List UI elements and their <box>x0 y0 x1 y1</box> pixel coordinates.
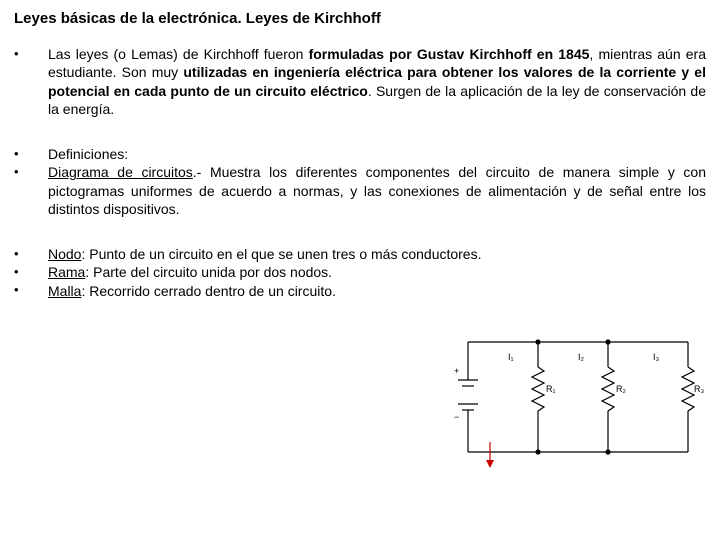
terms-block: • • • Nodo: Punto de un circuito en el q… <box>14 245 706 300</box>
plus-label: + <box>454 366 459 376</box>
malla-label: Malla <box>48 283 81 299</box>
minus-label: − <box>454 412 459 422</box>
r1-label: R₁ <box>546 384 556 394</box>
malla-text: : Recorrido cerrado dentro de un circuit… <box>81 283 335 299</box>
i2-label: I₂ <box>578 352 585 362</box>
terms-content: Nodo: Punto de un circuito en el que se … <box>48 245 706 300</box>
r2-label: R₂ <box>616 384 626 394</box>
page-title: Leyes básicas de la electrónica. Leyes d… <box>14 10 706 27</box>
defs-diagram: Diagrama de circuitos.- Muestra los dife… <box>48 164 706 217</box>
rama-label: Rama <box>48 264 85 280</box>
p1-bold1: formuladas por Gustav Kirchhoff en 1845 <box>309 46 590 62</box>
nodo-text: : Punto de un circuito en el que se unen… <box>81 246 481 262</box>
i3-label: I₃ <box>653 352 660 362</box>
r3-label: R₃ <box>694 384 704 394</box>
definitions-block: • • Definiciones: Diagrama de circuitos.… <box>14 145 706 219</box>
term-nodo: Nodo: Punto de un circuito en el que se … <box>48 245 706 263</box>
para1-content: Las leyes (o Lemas) de Kirchhoff fueron … <box>48 45 706 119</box>
rama-text: : Parte del circuito unida por dos nodos… <box>85 264 332 280</box>
bullet-col-2: • • <box>14 145 48 219</box>
term-malla: Malla: Recorrido cerrado dentro de un ci… <box>48 282 706 300</box>
term-rama: Rama: Parte del circuito unida por dos n… <box>48 263 706 281</box>
diagram-label: Diagrama de circuitos <box>48 164 193 180</box>
bullet-col-1: • <box>14 45 48 119</box>
defs-heading: Definiciones: <box>48 145 706 163</box>
circuit-diagram: + − I₁ R₁ I₂ R₂ I₃ R₃ <box>448 322 708 472</box>
nodo-label: Nodo <box>48 246 81 262</box>
i1-label: I₁ <box>508 352 514 362</box>
p1-pre: Las leyes (o Lemas) de Kirchhoff fueron <box>48 46 309 62</box>
definitions-content: Definiciones: Diagrama de circuitos.- Mu… <box>48 145 706 219</box>
paragraph-1: • Las leyes (o Lemas) de Kirchhoff fuero… <box>14 45 706 119</box>
bullet-col-3: • • • <box>14 245 48 300</box>
